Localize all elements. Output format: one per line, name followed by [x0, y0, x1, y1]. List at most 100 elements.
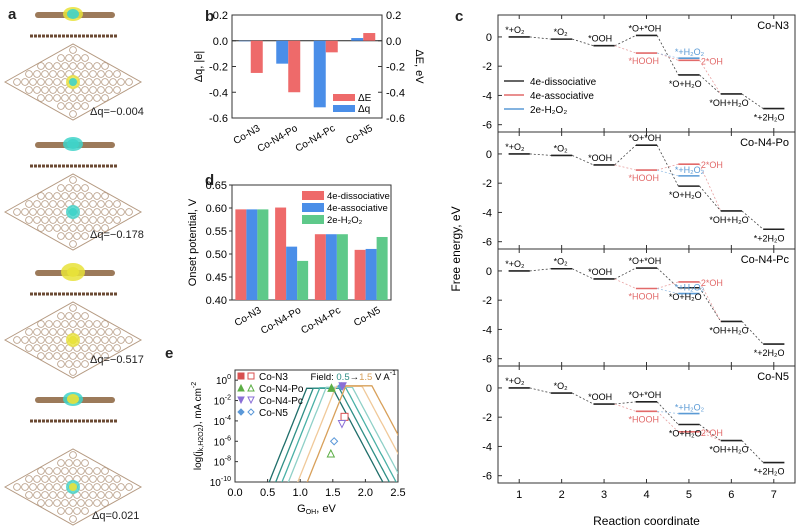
- state-label: *+2H₂O: [754, 348, 785, 358]
- state-label: *+O₂: [505, 142, 525, 152]
- x-axis-label: GOH, eV: [297, 503, 336, 516]
- carbon-ring: [85, 94, 93, 102]
- carbon-ring: [113, 491, 121, 499]
- bar-de: [325, 40, 338, 53]
- state-label: *+2H₂O: [754, 113, 785, 123]
- panel-label-b: b: [205, 8, 215, 25]
- carbon-ring: [21, 483, 29, 491]
- connector-dissociative: [741, 210, 764, 230]
- bar-4e-dissociative: [314, 234, 326, 300]
- carbon-ring: [89, 344, 97, 352]
- legend-marker: [247, 383, 255, 392]
- carbon-ring: [81, 507, 89, 515]
- carbon-ring: [85, 192, 93, 200]
- state-label: *O+H₂O: [669, 190, 702, 200]
- carbon-ring: [69, 240, 77, 248]
- carbon-ring: [37, 208, 45, 216]
- carbon-ring: [101, 320, 109, 328]
- carbon-ring: [93, 352, 101, 360]
- state-label-2oh: 2*OH: [701, 160, 723, 170]
- carbon-ring: [101, 352, 109, 360]
- carbon-ring: [105, 200, 113, 208]
- carbon-ring: [105, 491, 113, 499]
- y-axis-label: Δq, |e|: [193, 51, 205, 82]
- y-tick-label: 0.0: [213, 36, 228, 48]
- carbon-ring: [73, 507, 81, 515]
- carbon-ring: [61, 62, 69, 70]
- carbon-ring: [81, 70, 89, 78]
- peak-marker: [338, 382, 347, 391]
- carbon-ring: [73, 102, 81, 110]
- carbon-ring: [65, 232, 73, 240]
- carbon-ring: [85, 467, 93, 475]
- carbon-ring: [41, 328, 49, 336]
- carbon-ring: [69, 515, 77, 523]
- carbon-ring: [25, 216, 33, 224]
- carbon-ring: [73, 459, 81, 467]
- carbon-ring: [77, 62, 85, 70]
- state-label: *O+*OH: [629, 23, 662, 33]
- connector-dissociative: [656, 267, 679, 289]
- carbon-ring: [37, 352, 45, 360]
- bar-4e-associative: [325, 234, 337, 300]
- carbon-ring: [113, 200, 121, 208]
- bar-dq: [313, 40, 326, 108]
- carbon-ring: [37, 483, 45, 491]
- panel-label-a: a: [8, 6, 17, 23]
- legend-swatch: [302, 191, 324, 200]
- y-tick-label: 0: [486, 266, 492, 278]
- carbon-ring: [93, 224, 101, 232]
- legend-label: 4e-dissociative: [530, 77, 597, 88]
- carbon-ring: [57, 507, 65, 515]
- carbon-ring: [89, 491, 97, 499]
- y-tick-label-right: -0.6: [386, 113, 405, 125]
- legend-marker: [247, 396, 255, 405]
- carbon-ring: [49, 200, 57, 208]
- carbon-ring: [93, 208, 101, 216]
- carbon-ring: [57, 86, 65, 94]
- state-label: *OOH: [588, 153, 612, 163]
- carbon-ring: [125, 483, 133, 491]
- carbon-ring: [113, 475, 121, 483]
- state-label: *OH+H₂O: [709, 445, 748, 455]
- carbon-ring: [101, 224, 109, 232]
- carbon-ring: [57, 70, 65, 78]
- y-tick-label: 0.40: [206, 295, 227, 307]
- bar-2e-h2o2: [376, 236, 388, 300]
- state-label-2oh: 2*OH: [701, 56, 723, 66]
- carbon-ring: [85, 208, 93, 216]
- carbon-ring: [101, 192, 109, 200]
- carbon-ring: [117, 208, 125, 216]
- connector-dissociative: [699, 287, 722, 322]
- legend-swatch: [302, 215, 324, 224]
- carbon-ring: [45, 224, 53, 232]
- carbon-ring: [81, 475, 89, 483]
- carbon-ring: [101, 62, 109, 70]
- state-label: *O+H₂O: [669, 429, 702, 439]
- carbon-ring: [117, 483, 125, 491]
- state-label: *OH+H₂O: [709, 98, 748, 108]
- carbon-ring: [97, 475, 105, 483]
- carbon-ring: [81, 86, 89, 94]
- state-label-hooh: *HOOH: [629, 56, 660, 66]
- state-label: *+2H₂O: [754, 467, 785, 477]
- carbon-ring: [81, 491, 89, 499]
- x-tick-label: 4: [643, 489, 649, 501]
- x-tick-label: 2.5: [390, 487, 405, 499]
- state-label: *OOH: [588, 267, 612, 277]
- x-tick-label: 3: [601, 489, 607, 501]
- y-tick-label: -2: [482, 61, 492, 73]
- carbon-ring: [105, 86, 113, 94]
- legend-label: 2e-H₂O₂: [327, 215, 363, 226]
- carbon-ring: [69, 62, 77, 70]
- legend-label: 2e-H₂O₂: [530, 105, 567, 116]
- carbon-ring: [33, 475, 41, 483]
- y-tick-label: 10-6: [214, 435, 231, 448]
- carbon-ring: [57, 475, 65, 483]
- carbon-ring: [45, 467, 53, 475]
- carbon-ring: [93, 320, 101, 328]
- carbon-ring: [93, 336, 101, 344]
- carbon-ring: [13, 336, 21, 344]
- carbon-ring: [33, 344, 41, 352]
